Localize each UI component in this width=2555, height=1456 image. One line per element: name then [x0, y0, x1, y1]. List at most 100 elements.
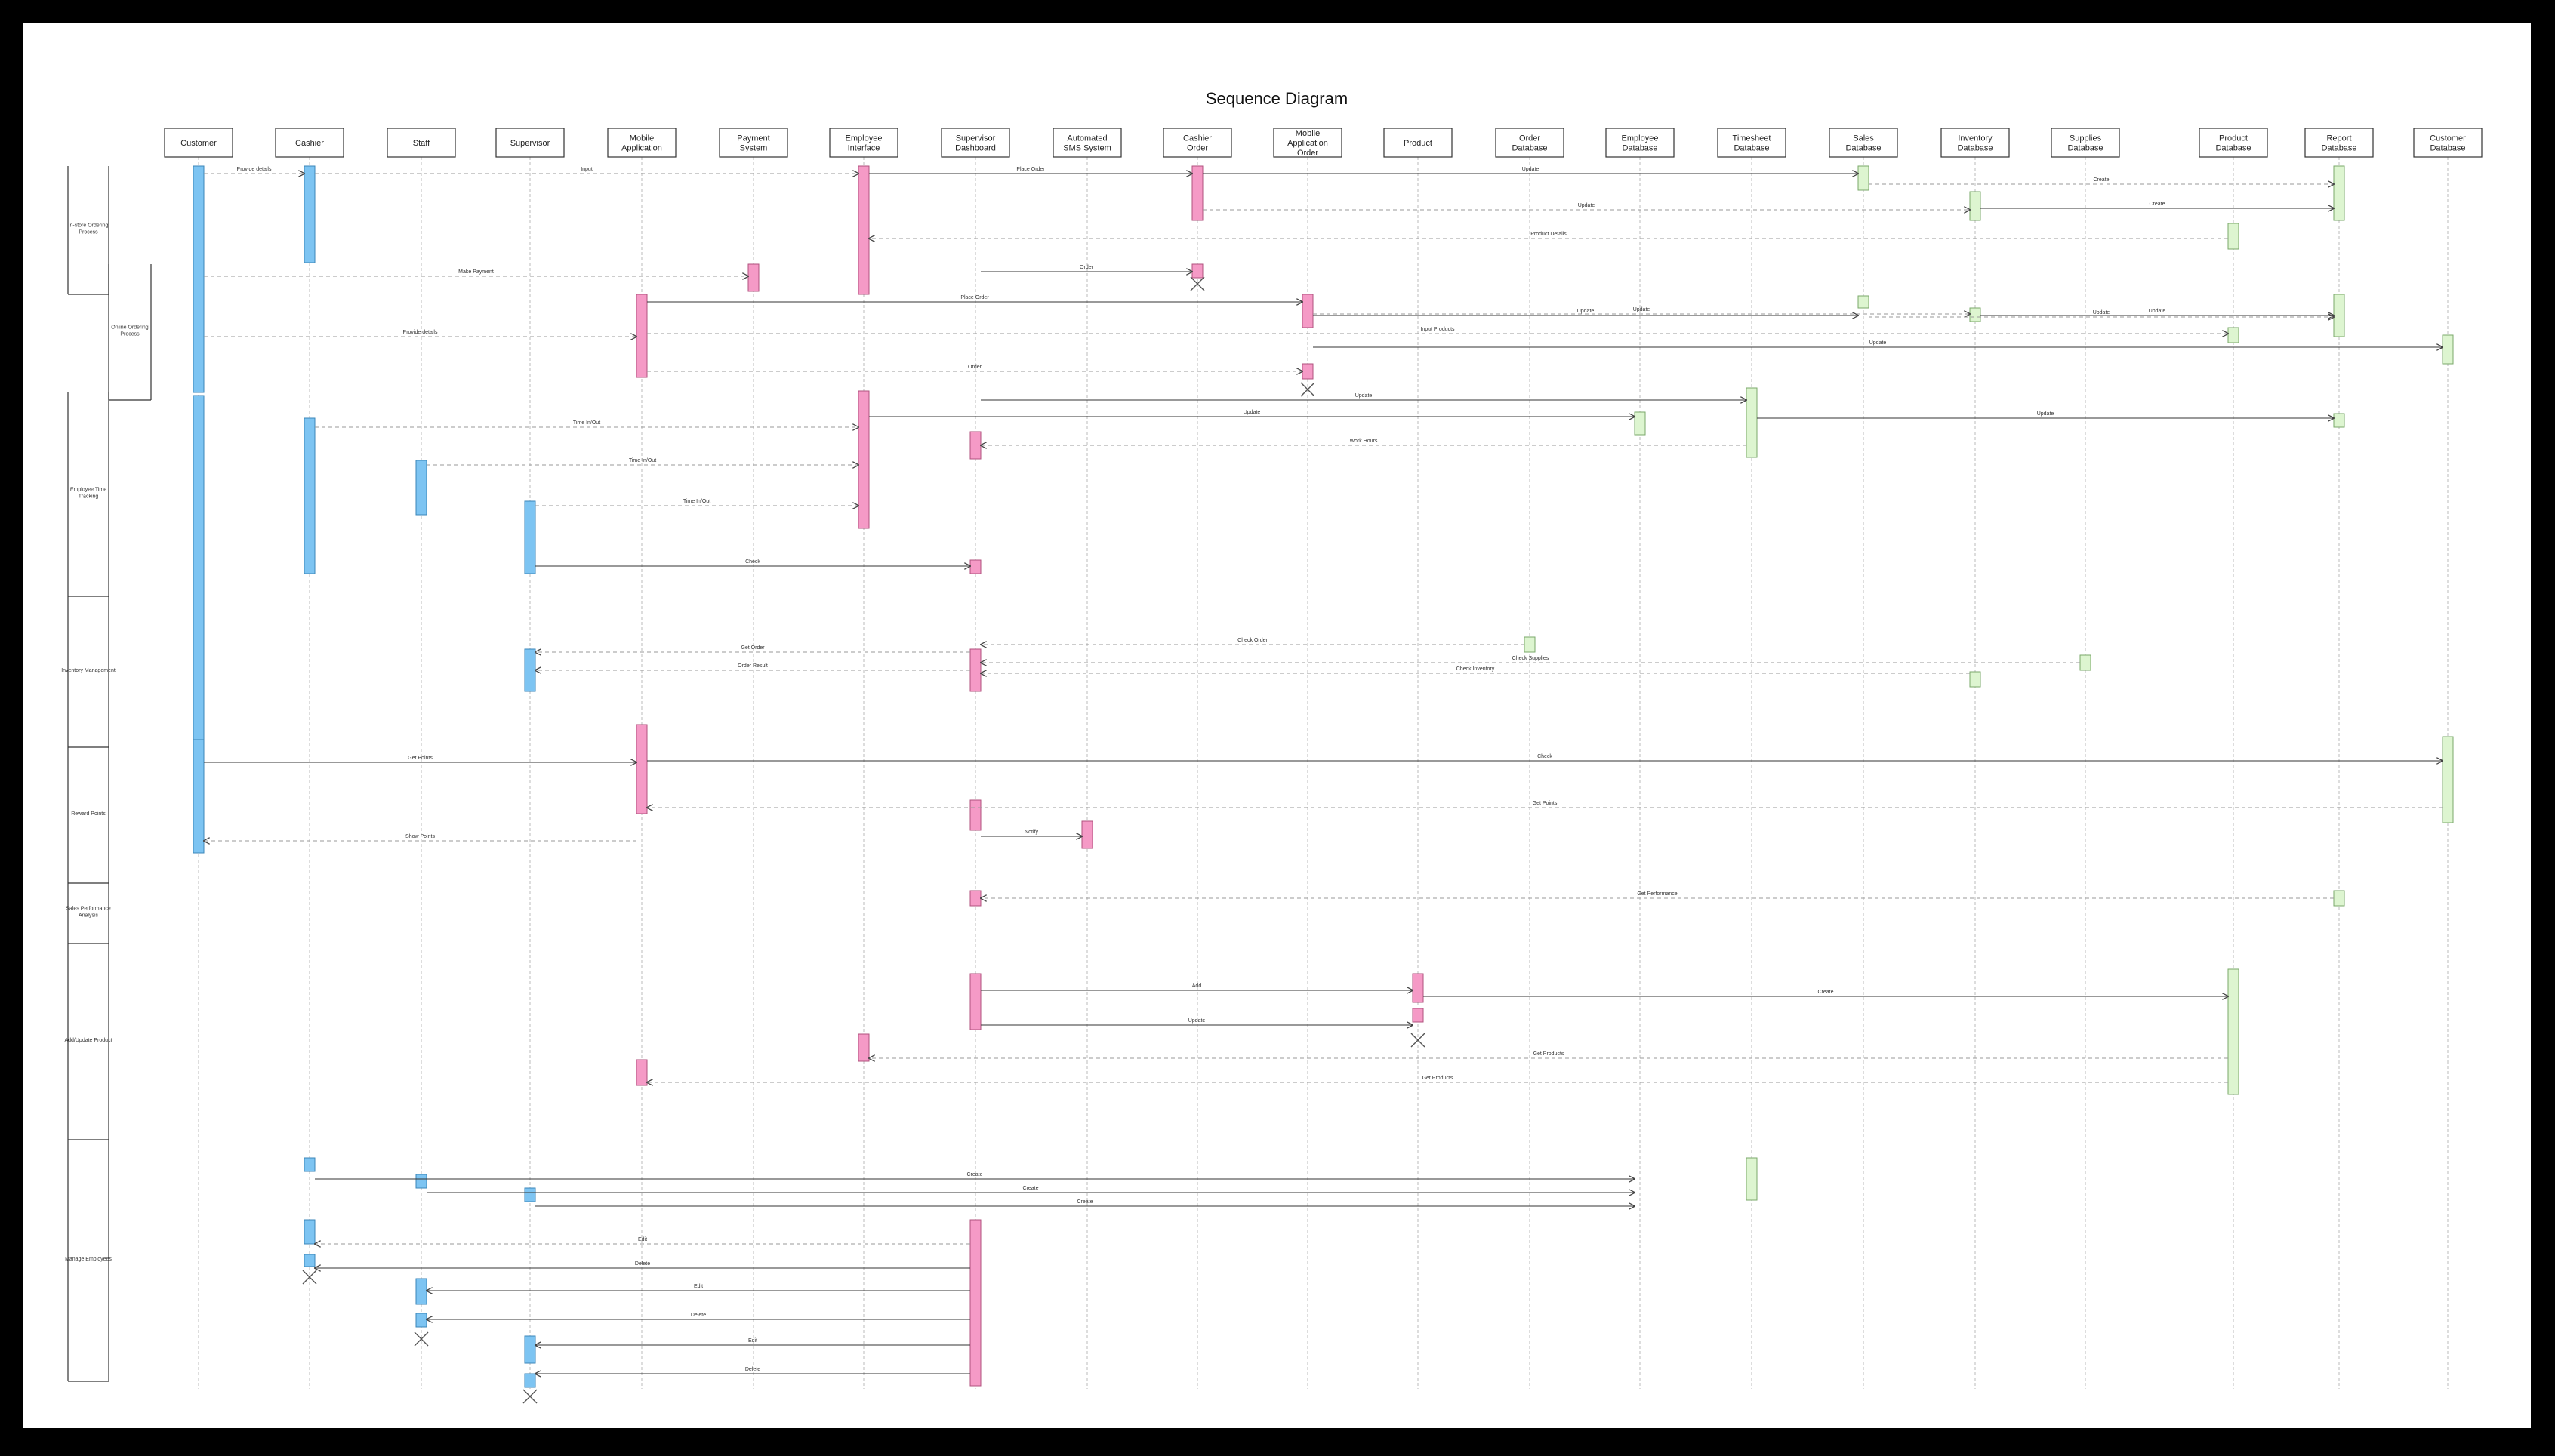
- message-20[interactable]: Update: [981, 393, 1746, 400]
- message-14[interactable]: Update: [1313, 307, 1970, 314]
- message-49[interactable]: Edit: [427, 1284, 970, 1291]
- activation-bar-timesheet_db: [1746, 387, 1758, 458]
- section-frame: Inventory Management: [61, 596, 116, 748]
- message-32[interactable]: Order Result: [535, 663, 970, 670]
- participant-mobile_app_order[interactable]: Mobile Application Order: [1273, 128, 1342, 158]
- message-12[interactable]: Place Order: [647, 295, 1302, 302]
- message-9[interactable]: Make Payment: [204, 269, 748, 276]
- message-27[interactable]: Check: [535, 559, 970, 566]
- message-label: Input Products: [1420, 327, 1455, 332]
- message-23[interactable]: Work Hours: [981, 439, 1746, 445]
- message-25[interactable]: Time In/Out: [427, 458, 858, 465]
- message-5[interactable]: Create: [1869, 177, 2334, 184]
- participant-employee_db[interactable]: Employee Database: [1605, 128, 1675, 158]
- message-52[interactable]: Delete: [535, 1367, 970, 1374]
- message-45[interactable]: Create: [427, 1186, 1635, 1193]
- message-44[interactable]: Create: [315, 1172, 1635, 1179]
- participant-employee_interface[interactable]: Employee Interface: [829, 128, 898, 158]
- message-11[interactable]: Provide details: [204, 330, 636, 337]
- message-17[interactable]: Input Products: [647, 327, 2228, 334]
- participant-cashier_order[interactable]: Cashier Order: [1163, 128, 1232, 158]
- participant-supervisor_dashboard[interactable]: Supervisor Dashboard: [941, 128, 1010, 158]
- message-36[interactable]: Notify: [981, 830, 1082, 836]
- activation-bar-cashier: [304, 1157, 316, 1172]
- message-22[interactable]: Update: [1757, 411, 2334, 418]
- message-39[interactable]: Add: [981, 983, 1413, 990]
- message-37[interactable]: Show Points: [204, 834, 636, 841]
- message-6[interactable]: Update: [1203, 203, 1970, 210]
- participant-staff[interactable]: Staff: [387, 128, 456, 158]
- message-label: Edit: [638, 1237, 647, 1242]
- message-label: Update: [2149, 309, 2166, 314]
- section-label: Sales Performance Analysis: [66, 907, 111, 919]
- message-33[interactable]: Get Points: [204, 756, 636, 762]
- activation-bar-employee_db: [1634, 411, 1646, 436]
- message-8[interactable]: Product Details: [869, 232, 2228, 239]
- message-41[interactable]: Update: [981, 1018, 1413, 1025]
- message-1[interactable]: Provide details: [204, 167, 304, 174]
- activation-bar-supervisor_dashboard: [969, 559, 982, 574]
- activation-bar-sales_db: [1857, 295, 1869, 309]
- message-40[interactable]: Create: [1423, 990, 2228, 996]
- participant-product_db[interactable]: Product Database: [2199, 128, 2268, 158]
- participant-label: Report Database: [2321, 134, 2356, 153]
- participant-label: Customer: [180, 139, 217, 148]
- participant-sales_db[interactable]: Sales Database: [1829, 128, 1898, 158]
- message-34[interactable]: Check: [647, 754, 2443, 761]
- message-label: Update: [1188, 1018, 1206, 1024]
- message-3[interactable]: Place Order: [869, 167, 1192, 174]
- activation-bar-cashier_order: [1191, 165, 1204, 221]
- participant-automated_sms[interactable]: Automated SMS System: [1053, 128, 1122, 158]
- participant-report_db[interactable]: Report Database: [2304, 128, 2374, 158]
- activation-bar-cashier: [304, 1219, 316, 1245]
- activation-bar-supervisor: [524, 500, 536, 574]
- message-26[interactable]: Time In/Out: [535, 499, 858, 506]
- message-38[interactable]: Get Performance: [981, 891, 2334, 898]
- participant-order_db[interactable]: Order Database: [1495, 128, 1564, 158]
- participant-supplies_db[interactable]: Supplies Database: [2051, 128, 2120, 158]
- participant-supervisor[interactable]: Supervisor: [495, 128, 565, 158]
- message-10[interactable]: Order: [981, 265, 1192, 272]
- participant-product[interactable]: Product: [1383, 128, 1453, 158]
- activation-bar-timesheet_db: [1746, 1157, 1758, 1201]
- message-label: Update: [1633, 307, 1650, 312]
- message-43[interactable]: Get Products: [647, 1076, 2228, 1082]
- message-2[interactable]: Input: [315, 167, 858, 174]
- message-48[interactable]: Delete: [315, 1261, 970, 1268]
- message-13[interactable]: Update: [1313, 309, 1858, 316]
- message-label: Product Details: [1530, 232, 1567, 237]
- message-18[interactable]: Update: [1313, 340, 2443, 347]
- message-21[interactable]: Update: [869, 410, 1635, 417]
- message-50[interactable]: Delete: [427, 1313, 970, 1319]
- message-46[interactable]: Create: [535, 1199, 1635, 1206]
- message-47[interactable]: Edit: [315, 1237, 970, 1244]
- message-label: Order: [1080, 265, 1094, 270]
- message-30[interactable]: Check Supplies: [981, 656, 2080, 663]
- participant-box: [1495, 128, 1564, 158]
- message-51[interactable]: Edit: [535, 1338, 970, 1345]
- participant-inventory_db[interactable]: Inventory Database: [1940, 128, 2010, 158]
- activation-bar-product: [1412, 973, 1424, 1003]
- message-4[interactable]: Update: [1203, 167, 1858, 174]
- participant-timesheet_db[interactable]: Timesheet Database: [1717, 128, 1786, 158]
- message-35[interactable]: Get Points: [647, 801, 2443, 808]
- message-28[interactable]: Check Order: [981, 638, 1524, 645]
- participant-customer[interactable]: Customer: [164, 128, 233, 158]
- message-42[interactable]: Get Products: [869, 1051, 2228, 1058]
- message-15[interactable]: Update: [1980, 309, 2334, 316]
- activation-bar-staff: [415, 1313, 427, 1328]
- activation-bar-product_db: [2227, 223, 2239, 250]
- activation-bar-staff: [415, 460, 427, 516]
- message-31[interactable]: Check Inventory: [981, 666, 1970, 673]
- message-label: Update: [1578, 203, 1595, 208]
- participant-cashier[interactable]: Cashier: [275, 128, 344, 158]
- participant-box: [1163, 128, 1232, 158]
- participant-mobile_app[interactable]: Mobile Application: [607, 128, 677, 158]
- message-16[interactable]: Update: [1869, 310, 2334, 317]
- participant-payment_system[interactable]: Payment System: [719, 128, 788, 158]
- message-7[interactable]: Create: [1980, 202, 2334, 208]
- participant-customer_db[interactable]: Customer Database: [2413, 128, 2483, 158]
- message-24[interactable]: Time In/Out: [315, 420, 858, 427]
- message-19[interactable]: Order: [647, 365, 1302, 371]
- message-29[interactable]: Get Order: [535, 645, 970, 652]
